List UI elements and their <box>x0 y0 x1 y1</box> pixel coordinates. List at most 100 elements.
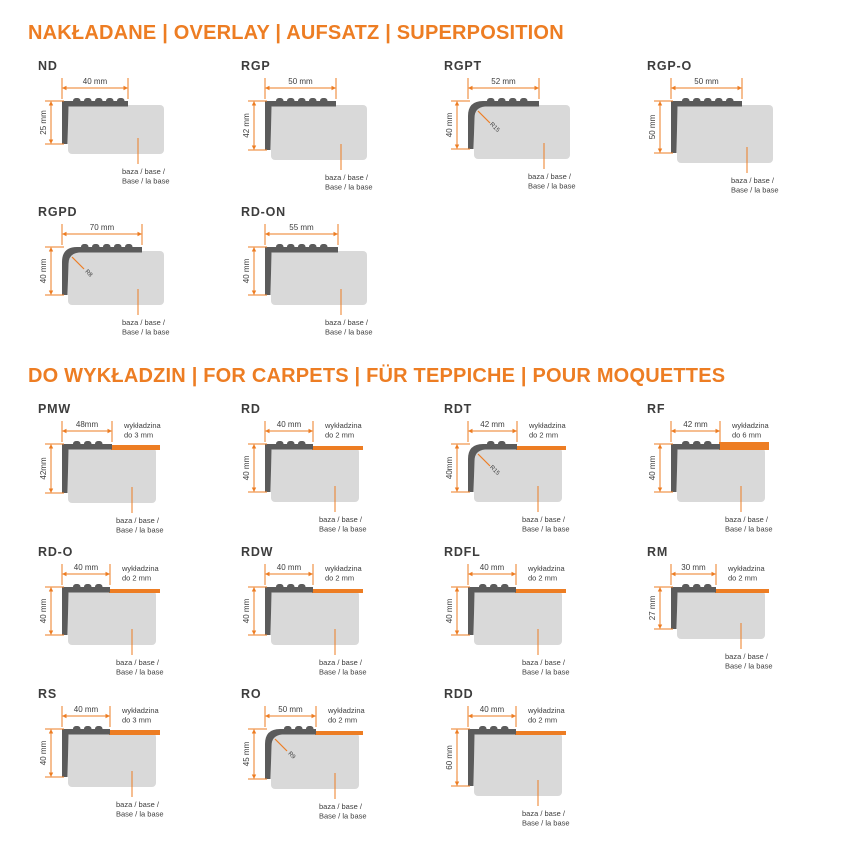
height-dimension-label: 40 mm <box>445 112 454 137</box>
profile-shape <box>62 101 128 144</box>
profile-diagram-rd: RD 40 mm 40 mm wykładzina do 2 mm baza / base… <box>241 402 444 539</box>
base-label-line2: Base / la base <box>528 182 576 191</box>
profile-diagram-rgp-o: RGP-O 50 mm 50 mm baza / base / Base / la ba… <box>647 59 850 199</box>
profile-shape <box>62 444 112 493</box>
profile-name: RDT <box>444 402 473 416</box>
carpet-note-line1: wykładzina <box>731 421 770 430</box>
profile-name: ND <box>38 59 58 73</box>
base-block <box>677 448 765 502</box>
width-dimension-label: 40 mm <box>277 420 302 429</box>
carpet-note-line1: wykładzina <box>527 564 566 573</box>
profile-drawing: 50 mm 50 mm baza / base /Base / la base <box>648 77 779 195</box>
base-label-line1: baza / base / <box>122 167 166 176</box>
carpet-note-line2: do 6 mm <box>732 431 761 440</box>
radius-label: R8 <box>83 269 93 279</box>
carpet-note-line1: wykładzina <box>327 706 366 715</box>
height-dimension-label: 40 mm <box>39 598 48 623</box>
profile-diagram-rdd: RDD 40 mm 60 mm wykładzina do 2 mm baza / bas… <box>444 687 647 832</box>
profile-diagram-rf: RF 42 mm 40 mm wykładzina do 6 mm baza / base… <box>647 402 850 539</box>
base-label-line1: baza / base / <box>116 800 160 809</box>
base-block <box>271 251 367 305</box>
profile-name: RD <box>241 402 261 416</box>
section-title: DO WYKŁADZIN | FOR CARPETS | FÜR TEPPICH… <box>28 365 726 387</box>
carpet-note-line1: wykładzina <box>528 421 567 430</box>
radius-label: R9 <box>286 751 296 761</box>
height-dimension-label: 27 mm <box>648 595 657 620</box>
carpet-note-line2: do 2 mm <box>728 574 757 583</box>
profile-shape <box>62 247 142 295</box>
base-label-line1: baza / base / <box>522 515 566 524</box>
base-block <box>474 105 570 159</box>
carpet-note-line2: do 2 mm <box>122 574 151 583</box>
base-label-line2: Base / la base <box>116 526 164 535</box>
profile-diagram-rdt: RDT 42 mm 40mm R15 wykładzina do 2 mm baza / b… <box>444 402 647 539</box>
height-dimension-label: 40 mm <box>242 455 251 480</box>
profile-shape <box>62 729 110 777</box>
base-block <box>68 251 164 305</box>
height-dimension-label: 25 mm <box>39 110 48 135</box>
height-dimension-label: 42 mm <box>242 113 251 138</box>
profile-diagram-rdfl: RDFL 40 mm 40 mm wykładzina do 2 mm baza / ba… <box>444 545 647 681</box>
profile-name: RDW <box>241 545 274 559</box>
carpet-note-line2: do 2 mm <box>529 431 558 440</box>
base-label-line1: baza / base / <box>522 809 566 818</box>
profile-shape <box>671 587 716 629</box>
profile-diagram-rgpt: RGPT 52 mm 40 mm R15 baza / base / Base / la … <box>444 59 647 199</box>
width-dimension-label: 40 mm <box>83 77 108 86</box>
profile-name: RD-ON <box>241 205 286 219</box>
carpet-note-line2: do 2 mm <box>325 574 354 583</box>
section: NAKŁADANE | OVERLAY | AUFSATZ | SUPERPOS… <box>28 22 832 341</box>
height-dimension-label: 60 mm <box>445 745 454 770</box>
carpet-note-line1: wykładzina <box>727 564 766 573</box>
width-dimension-label: 30 mm <box>681 563 706 572</box>
width-dimension-label: 52 mm <box>491 77 516 86</box>
base-label-line2: Base / la base <box>319 812 367 821</box>
profile-name: RGPT <box>444 59 482 73</box>
carpet-note-line2: do 2 mm <box>328 716 357 725</box>
base-block <box>68 591 156 645</box>
profile-name: RM <box>647 545 669 559</box>
profile-shape <box>468 587 516 635</box>
base-label-line1: baza / base / <box>528 172 572 181</box>
width-dimension-label: 40 mm <box>277 563 302 572</box>
profile-shape <box>62 587 110 635</box>
height-dimension-label: 40 mm <box>39 740 48 765</box>
width-dimension-label: 42 mm <box>683 420 708 429</box>
base-label-line1: baza / base / <box>122 318 166 327</box>
profile-drawing: 70 mm 40 mm R8 baza / base /Base / la base <box>39 223 170 337</box>
profile-drawing: 40 mm 25 mm baza / base /Base / la base <box>39 77 170 186</box>
width-dimension-label: 40 mm <box>74 563 99 572</box>
height-dimension-label: 40 mm <box>445 598 454 623</box>
base-label-line2: Base / la base <box>319 668 367 677</box>
profile-shape <box>265 729 316 779</box>
carpet-note-line1: wykładzina <box>123 421 162 430</box>
width-dimension-label: 40 mm <box>74 705 99 714</box>
height-dimension-label: 40mm <box>445 457 454 480</box>
base-block <box>677 105 773 163</box>
base-block <box>68 733 156 787</box>
carpet-note-line2: do 3 mm <box>124 431 153 440</box>
base-label-line1: baza / base / <box>116 516 160 525</box>
profile-shape <box>671 101 742 153</box>
carpet-strip <box>315 731 363 735</box>
profile-name: RDD <box>444 687 474 701</box>
base-label-line1: baza / base / <box>522 658 566 667</box>
width-dimension-label: 70 mm <box>90 223 115 232</box>
width-dimension-label: 50 mm <box>694 77 719 86</box>
width-dimension-label: 55 mm <box>289 223 314 232</box>
profile-diagram-rs: RS 40 mm 40 mm wykładzina do 3 mm baza / base… <box>38 687 241 832</box>
profile-shape <box>468 101 539 149</box>
carpet-note-line1: wykładzina <box>121 706 160 715</box>
profile-shape <box>265 587 313 635</box>
carpet-strip <box>109 589 160 593</box>
catalog-page: NAKŁADANE | OVERLAY | AUFSATZ | SUPERPOS… <box>28 22 832 832</box>
section: DO WYKŁADZIN | FOR CARPETS | FÜR TEPPICH… <box>28 365 832 832</box>
base-label-line2: Base / la base <box>116 668 164 677</box>
base-label-line2: Base / la base <box>725 525 773 534</box>
base-label-line1: baza / base / <box>325 173 369 182</box>
